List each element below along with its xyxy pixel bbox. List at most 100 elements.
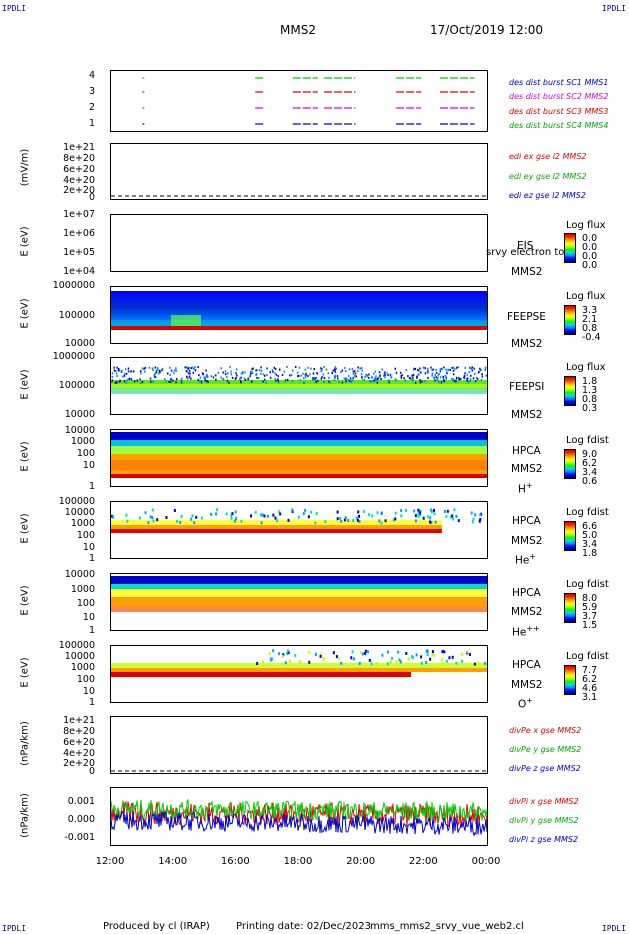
spectrogram-pixel <box>175 367 177 370</box>
colorbar-value: 8.0 <box>582 593 598 604</box>
spectrogram-pixel <box>261 513 264 517</box>
spectrogram-pixel <box>180 381 183 384</box>
colorbar-value: 3.4 <box>582 467 598 478</box>
colorbar-value: 0.0 <box>582 260 598 271</box>
spectrogram-pixel <box>441 661 444 665</box>
spectrogram-pixel <box>451 514 454 518</box>
spectrogram-pixel <box>302 381 305 384</box>
spectrogram-pixel <box>405 369 408 372</box>
spectrogram-pixel <box>447 368 449 371</box>
spectrogram-pixel <box>154 375 156 378</box>
overflow-label: srvy electron to <box>486 247 565 258</box>
spectrogram-pixel <box>159 369 161 372</box>
spectrogram-pixel <box>188 369 191 372</box>
spectrogram-pixel <box>474 513 477 517</box>
spectrogram-pixel <box>460 652 463 656</box>
legend-entry: edi ez gse l2 MMS2 <box>509 191 586 200</box>
spectrogram-pixel <box>215 378 217 381</box>
spectrogram-pixel <box>444 374 447 377</box>
spectrogram-pixel <box>302 372 304 375</box>
spectrogram-pixel <box>175 519 178 523</box>
spectrogram-band <box>111 446 487 454</box>
legend-entry: divPe y gse MMS2 <box>509 745 582 754</box>
spectrogram-pixel <box>286 378 289 381</box>
spectrogram-pixel <box>384 376 386 379</box>
spectrogram-pixel <box>150 380 152 383</box>
spectrogram-pixel <box>297 375 299 378</box>
spectrogram-pixel <box>360 651 363 655</box>
spectrogram-pixel <box>478 370 480 373</box>
spectrogram-pixel <box>199 376 202 379</box>
burst-plot <box>142 77 475 125</box>
spectrogram-pixel <box>338 381 340 384</box>
spectrogram-pixel <box>414 381 417 384</box>
spectrogram-pixel <box>334 368 336 371</box>
spectrogram-pixel <box>471 520 474 524</box>
spectrogram-pixel <box>480 369 482 372</box>
spectrogram-pixel <box>144 366 147 369</box>
colorbar-title: Log fdist <box>566 579 609 590</box>
colorbar-value: 0.0 <box>582 251 598 262</box>
spectrogram-pixel <box>303 377 305 380</box>
spectrogram-pixel <box>358 514 361 518</box>
feepse-spectrogram <box>111 291 487 330</box>
x-tick-label: 16:00 <box>220 856 250 867</box>
hpca-hepp-spectrogram <box>111 576 487 612</box>
spectrogram-pixel <box>421 380 423 383</box>
spectrogram-pixel <box>314 379 317 382</box>
spectrogram-pixel <box>413 509 416 513</box>
spectrogram-pixel <box>417 368 419 371</box>
spectrogram-pixel <box>173 369 176 372</box>
colorbar-value: 0.0 <box>582 242 598 253</box>
spectrogram-pixel <box>375 375 377 378</box>
spectrogram-pixel <box>452 517 455 521</box>
legend-entry: des dist burst SC1 MMS1 <box>509 78 609 87</box>
spectrogram-pixel <box>250 380 253 383</box>
spectrogram-pixel <box>336 510 339 514</box>
spectrogram-pixel <box>187 377 189 380</box>
spectrogram-pixel <box>361 376 363 379</box>
spectrogram-pixel <box>322 656 325 660</box>
spectrogram-pixel <box>152 519 155 523</box>
spectrogram-pixel <box>247 378 249 381</box>
spectrogram-pixel <box>345 378 348 381</box>
spectrogram-pixel <box>470 511 473 515</box>
footer-produced-by: Produced by cl (IRAP) <box>103 921 210 932</box>
spectrogram-pixel <box>357 366 359 369</box>
colorbar-value: 3.7 <box>582 611 598 622</box>
spectrogram-pixel <box>260 369 263 372</box>
spectrogram-pixel <box>476 377 479 380</box>
spectrogram-pixel <box>355 375 358 378</box>
spectrogram-pixel <box>380 378 382 381</box>
spectrogram-pixel <box>278 652 281 656</box>
spectrogram-pixel <box>277 378 279 381</box>
spectrogram-pixel <box>190 377 192 380</box>
spectrogram-pixel <box>343 518 346 522</box>
spectrogram-pixel <box>340 661 343 665</box>
spectrogram-pixel <box>448 656 451 660</box>
spectrogram-pixel <box>409 377 412 380</box>
spectrogram-pixel <box>414 519 417 523</box>
spectrogram-pixel <box>419 509 422 513</box>
spectrogram-pixel <box>334 366 336 369</box>
colorbar-value: 5.0 <box>582 530 598 541</box>
spectrogram-pixel <box>169 366 171 369</box>
spectrogram-pixel <box>411 378 414 381</box>
spectrogram-pixel <box>485 366 487 369</box>
spectrogram-pixel <box>298 374 300 377</box>
tick-label: 1000000 <box>52 351 95 362</box>
spectrogram-pixel <box>140 372 142 375</box>
spectrogram-pixel <box>430 508 433 512</box>
spectrogram-pixel <box>350 656 353 660</box>
spectrogram-pixel <box>414 367 417 370</box>
spectrogram-pixel <box>258 369 261 372</box>
spectrogram-pixel <box>299 379 301 382</box>
spectrogram-pixel <box>412 373 415 376</box>
spectrogram-pixel <box>435 376 437 379</box>
spectrogram-pixel <box>268 651 271 655</box>
spectrogram-pixel <box>336 517 339 521</box>
spectrogram-pixel <box>244 378 247 381</box>
spectrogram-pixel <box>154 376 157 379</box>
spectrogram-pixel <box>418 369 420 372</box>
spectrogram-band <box>111 384 487 389</box>
